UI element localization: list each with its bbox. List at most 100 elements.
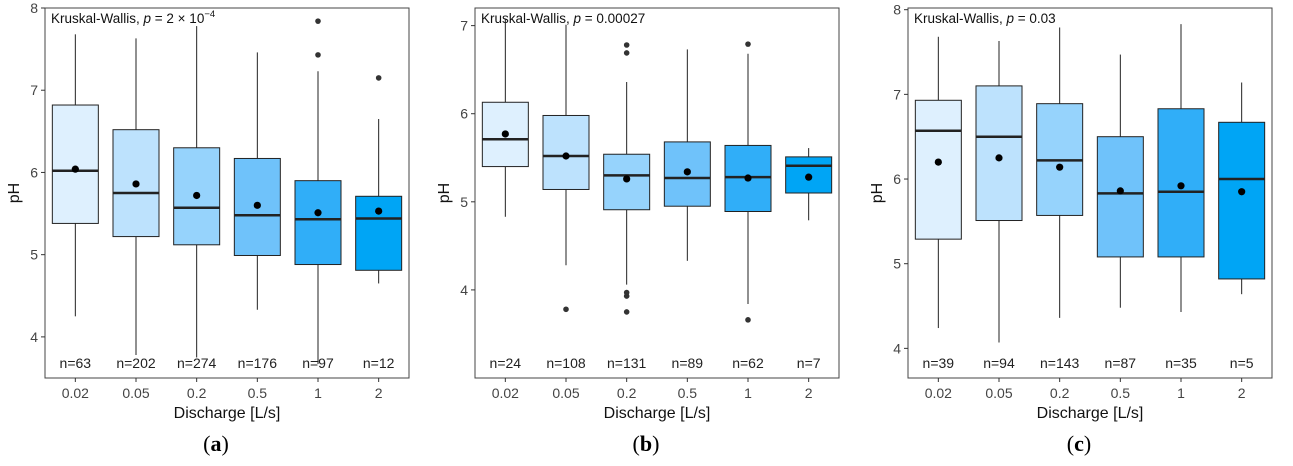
- count-label: n=87: [1105, 355, 1137, 371]
- x-tick-label: 0.5: [248, 385, 268, 401]
- mean-point: [1056, 163, 1064, 171]
- box-2: [1218, 82, 1266, 295]
- outlier-point: [623, 42, 630, 48]
- y-tick-label: 5: [893, 256, 901, 272]
- box-1: [1157, 24, 1205, 312]
- x-tick-label: 0.5: [678, 385, 698, 401]
- y-tick-label: 7: [893, 86, 901, 102]
- y-tick-label: 4: [30, 329, 38, 345]
- x-axis-title: Discharge [L/s]: [174, 405, 281, 422]
- panel-label: (b): [633, 431, 660, 456]
- x-tick-label: 2: [1238, 385, 1246, 401]
- panel-label: (a): [203, 431, 229, 456]
- outlier-point: [745, 317, 751, 323]
- mean-point: [1238, 188, 1246, 196]
- iqr-box: [233, 157, 281, 256]
- box-0.02: [481, 18, 529, 217]
- iqr-box: [1096, 136, 1144, 258]
- box-1: [724, 41, 772, 323]
- kruskal-wallis-annotation: Kruskal-Wallis, p = 0.03: [914, 11, 1056, 26]
- mean-point: [934, 158, 942, 166]
- kruskal-wallis-annotation: Kruskal-Wallis, p = 0.00027: [481, 11, 645, 26]
- count-label: n=274: [177, 355, 217, 371]
- chart-panel-1: 4 5 6 7 8 pH Kruskal-Wallis, p = 2 × 10−4 n=63 0…: [6, 0, 410, 456]
- y-tick-label: 8: [30, 0, 38, 16]
- box-2: [785, 148, 833, 221]
- x-tick-label: 0.2: [617, 385, 637, 401]
- outlier-point: [623, 309, 630, 315]
- mean-point: [1116, 187, 1124, 195]
- mean-point: [623, 175, 631, 183]
- x-tick-label: 1: [744, 385, 752, 401]
- x-tick-label: 2: [375, 385, 383, 401]
- count-label: n=108: [546, 355, 586, 371]
- plot-frame: [907, 7, 1273, 379]
- count-label: n=89: [672, 355, 704, 371]
- mean-point: [995, 154, 1003, 162]
- iqr-box: [724, 144, 772, 212]
- outlier-point: [623, 289, 630, 296]
- kruskal-wallis-annotation: Kruskal-Wallis, p = 2 × 10−4: [51, 9, 215, 26]
- count-label: n=94: [983, 355, 1015, 371]
- x-tick-label: 0.05: [552, 385, 579, 401]
- box-0.2: [173, 26, 221, 358]
- y-tick-label: 4: [893, 340, 901, 356]
- y-axis-title: pH: [869, 183, 886, 203]
- box-0.05: [975, 41, 1023, 343]
- iqr-box: [914, 99, 962, 240]
- iqr-box: [355, 195, 403, 271]
- iqr-box: [975, 85, 1023, 222]
- x-axis-title: Discharge [L/s]: [1037, 405, 1144, 422]
- box-0.5: [1096, 54, 1144, 308]
- count-label: n=62: [732, 355, 764, 371]
- panel-label: (c): [1067, 431, 1091, 456]
- box-0.05: [542, 24, 590, 313]
- count-label: n=176: [238, 355, 278, 371]
- count-label: n=39: [923, 355, 955, 371]
- x-tick-label: 1: [1177, 385, 1185, 401]
- box-0.5: [663, 49, 711, 261]
- mean-point: [744, 174, 752, 182]
- outlier-point: [315, 52, 321, 58]
- y-axis-title: pH: [6, 183, 23, 203]
- count-label: n=12: [363, 355, 395, 371]
- x-axis-title: Discharge [L/s]: [604, 405, 711, 422]
- outlier-point: [623, 50, 630, 56]
- count-label: n=24: [490, 355, 522, 371]
- iqr-box: [294, 180, 342, 266]
- box-0.2: [603, 42, 651, 315]
- x-tick-label: 0.5: [1111, 385, 1131, 401]
- box-0.2: [1036, 27, 1084, 318]
- mean-point: [501, 130, 509, 138]
- chart-panel-3: 4 5 6 7 8 pH Kruskal-Wallis, p = 0.03 n=39 0.02 n…: [869, 2, 1273, 456]
- x-tick-label: 1: [314, 385, 322, 401]
- outlier-point: [375, 75, 382, 81]
- y-tick-label: 5: [460, 194, 468, 210]
- x-tick-label: 0.05: [122, 385, 149, 401]
- count-label: n=7: [797, 355, 821, 371]
- outlier-point: [745, 41, 751, 47]
- box-0.5: [233, 52, 281, 310]
- count-label: n=97: [302, 355, 334, 371]
- mean-point: [193, 191, 201, 200]
- x-tick-label: 0.02: [492, 385, 519, 401]
- count-label: n=131: [607, 355, 647, 371]
- mean-point: [71, 165, 79, 173]
- y-tick-label: 6: [893, 171, 901, 187]
- outlier-point: [315, 18, 321, 24]
- box-2: [355, 75, 403, 284]
- count-label: n=35: [1165, 355, 1197, 371]
- y-tick-label: 5: [30, 247, 38, 263]
- count-label: n=202: [116, 355, 156, 371]
- y-tick-label: 6: [30, 164, 38, 180]
- mean-point: [132, 180, 140, 188]
- box-0.02: [51, 34, 99, 317]
- count-label: n=63: [60, 355, 92, 371]
- count-label: n=143: [1040, 355, 1080, 371]
- outlier-point: [563, 306, 569, 313]
- iqr-box: [51, 104, 99, 224]
- y-tick-label: 7: [460, 18, 468, 34]
- mean-point: [562, 152, 570, 160]
- y-tick-label: 8: [893, 2, 901, 18]
